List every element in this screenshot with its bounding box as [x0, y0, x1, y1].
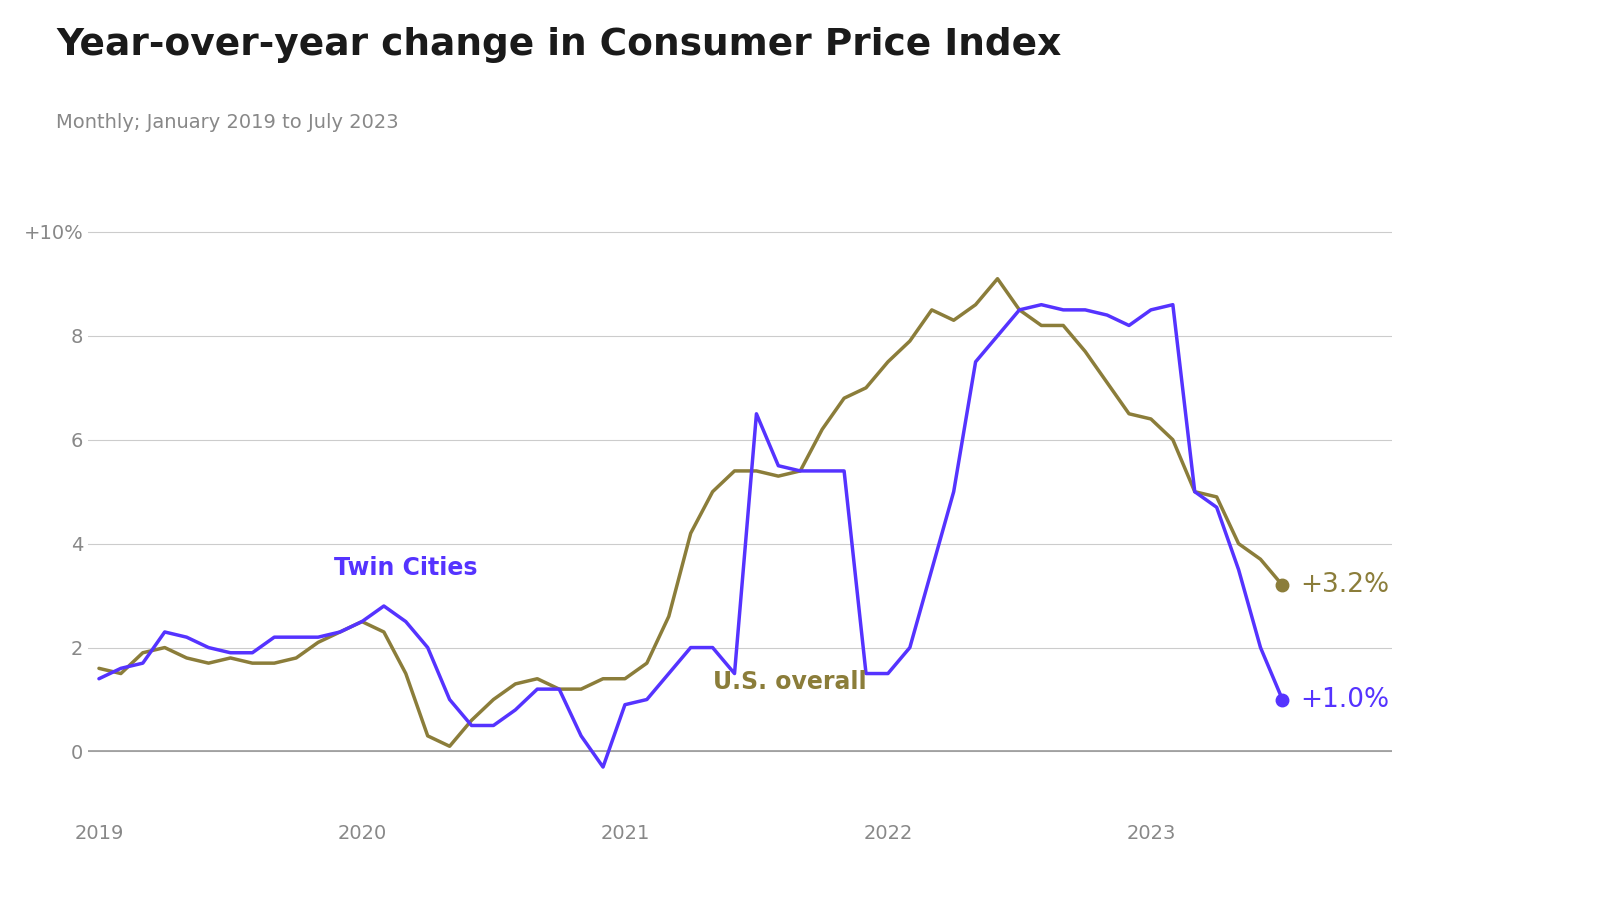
Text: Year-over-year change in Consumer Price Index: Year-over-year change in Consumer Price …	[56, 27, 1061, 63]
Text: Monthly; January 2019 to July 2023: Monthly; January 2019 to July 2023	[56, 112, 398, 131]
Text: +1.0%: +1.0%	[1299, 687, 1389, 713]
Text: U.S. overall: U.S. overall	[712, 670, 866, 694]
Text: +3.2%: +3.2%	[1299, 572, 1389, 598]
Text: Twin Cities: Twin Cities	[334, 556, 477, 580]
